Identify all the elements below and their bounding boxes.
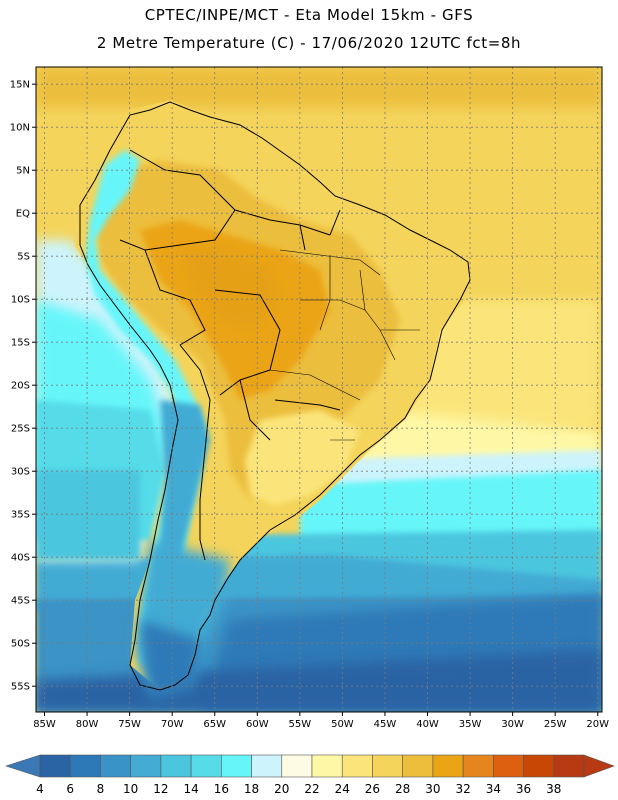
colorbar-label: 14 xyxy=(183,782,198,796)
colorbar-right-arrow xyxy=(583,754,615,778)
lon-label: 75W xyxy=(118,719,141,730)
lat-label: 25S xyxy=(11,424,30,435)
lat-label: 5N xyxy=(16,166,30,177)
lat-label: 35S xyxy=(11,510,30,521)
brazil-state-borders xyxy=(269,249,420,441)
lat-label: 40S xyxy=(11,553,30,564)
lat-label: EQ xyxy=(16,209,30,220)
colorbar-swatch xyxy=(341,754,373,778)
lon-label: 70W xyxy=(161,719,184,730)
colorbar-label: 26 xyxy=(365,782,380,796)
colorbar-swatch xyxy=(553,754,585,778)
colorbar-swatch xyxy=(311,754,343,778)
lat-label: 5S xyxy=(17,252,30,263)
colorbar-swatch xyxy=(221,754,252,778)
colorbar-label: 32 xyxy=(455,782,470,796)
colorbar-label: 34 xyxy=(486,782,501,796)
colorbar-swatch xyxy=(462,754,494,778)
colorbar-swatch xyxy=(372,754,403,778)
latitude-labels: 15N 10N 5N EQ 5S 10S 15S 20S 25S 30S 35S 40S 45S 50S 5… xyxy=(10,80,36,693)
lon-label: 85W xyxy=(33,719,56,730)
colorbar-label: 22 xyxy=(304,782,319,796)
longitude-labels: 85W 80W 75W 70W 65W 60W 55W 50W 45W 40W 35W 30W 25W 2… xyxy=(33,712,609,730)
map-title-line1: CPTEC/INPE/MCT - Eta Model 15km - GFS xyxy=(144,6,474,24)
lon-label: 55W xyxy=(289,719,312,730)
lon-label: 60W xyxy=(246,719,269,730)
colorbar: 4 6 8 10 12 14 16 18 20 22 24 26 28 30 32 34 36 38 xyxy=(5,754,615,796)
lat-label: 15N xyxy=(10,80,30,91)
lat-label: 45S xyxy=(11,596,30,607)
map-frame xyxy=(35,66,603,713)
colorbar-label: 16 xyxy=(214,782,229,796)
coastlines-and-borders xyxy=(79,101,471,691)
colorbar-swatch xyxy=(69,754,101,778)
colorbar-label: 10 xyxy=(123,782,138,796)
colorbar-label: 38 xyxy=(546,782,561,796)
lon-label: 80W xyxy=(76,719,99,730)
lon-label: 40W xyxy=(416,719,439,730)
lon-label: 20W xyxy=(586,719,609,730)
colorbar-left-arrow xyxy=(5,754,41,778)
colorbar-label: 24 xyxy=(335,782,350,796)
colorbar-label: 18 xyxy=(244,782,259,796)
colorbar-label: 4 xyxy=(36,782,44,796)
lat-label: 30S xyxy=(11,467,30,478)
lon-label: 50W xyxy=(331,719,354,730)
map-title-line2: 2 Metre Temperature (C) - 17/06/2020 12U… xyxy=(96,34,522,52)
lat-label: 50S xyxy=(11,639,30,650)
lon-label: 30W xyxy=(501,719,524,730)
colorbar-swatch xyxy=(190,754,222,778)
country-borders xyxy=(119,149,341,561)
temperature-field xyxy=(36,67,602,712)
lon-label: 25W xyxy=(544,719,567,730)
lat-label: 20S xyxy=(11,381,30,392)
colorbar-swatch xyxy=(130,754,162,778)
lat-label: 55S xyxy=(11,682,30,693)
colorbar-swatch xyxy=(402,754,434,778)
colorbar-label: 28 xyxy=(395,782,410,796)
colorbar-label: 12 xyxy=(153,782,168,796)
colorbar-label: 36 xyxy=(516,782,531,796)
colorbar-swatch xyxy=(160,754,192,778)
colorbar-label: 20 xyxy=(274,782,289,796)
colorbar-swatch xyxy=(523,754,555,778)
south-america-coastline xyxy=(79,101,471,691)
lat-lon-grid xyxy=(36,67,602,712)
lat-label: 15S xyxy=(11,338,30,349)
lon-label: 65W xyxy=(203,719,226,730)
colorbar-swatch xyxy=(100,754,131,778)
colorbar-swatch xyxy=(432,754,464,778)
colorbar-swatch xyxy=(281,754,313,778)
colorbar-label: 6 xyxy=(66,782,74,796)
colorbar-label: 30 xyxy=(425,782,440,796)
lon-label: 35W xyxy=(459,719,482,730)
lat-label: 10S xyxy=(11,295,30,306)
colorbar-swatch xyxy=(251,754,283,778)
colorbar-swatch xyxy=(493,754,524,778)
colorbar-swatch xyxy=(39,754,71,778)
lat-label: 10N xyxy=(10,123,30,134)
lon-label: 45W xyxy=(374,719,397,730)
colorbar-label: 8 xyxy=(97,782,105,796)
